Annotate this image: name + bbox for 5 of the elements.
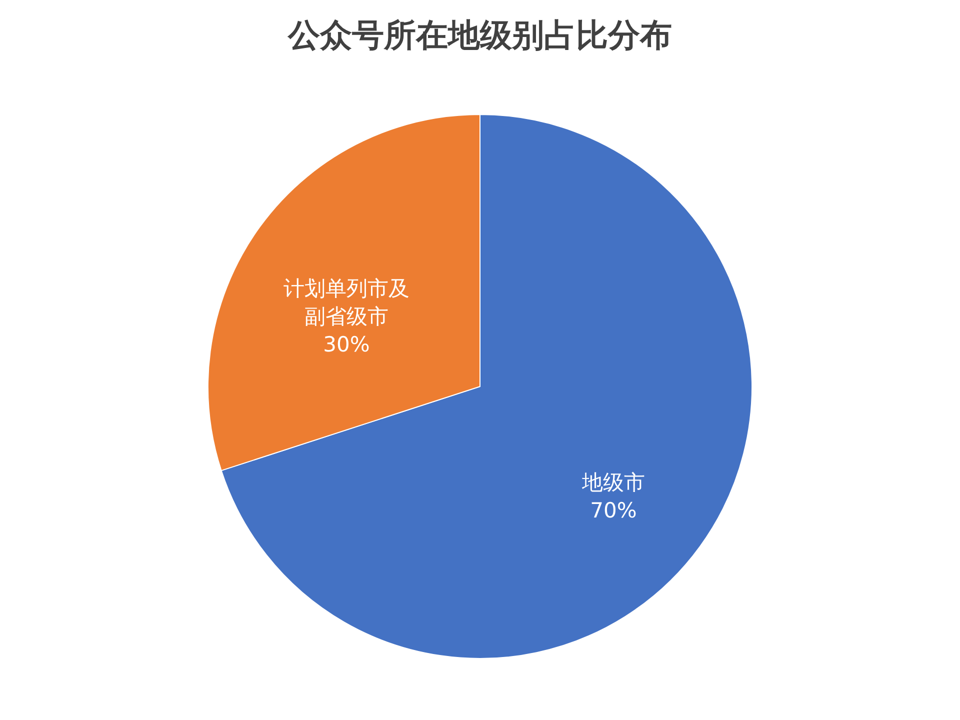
slice-label: 地级市 — [580, 470, 645, 494]
data-label: 30% — [323, 332, 370, 357]
slice-label: 计划单列市及副省级市 — [284, 276, 410, 329]
data-label: 70% — [590, 498, 637, 522]
chart-title: 公众号所在地级别占比分布 — [287, 16, 672, 54]
